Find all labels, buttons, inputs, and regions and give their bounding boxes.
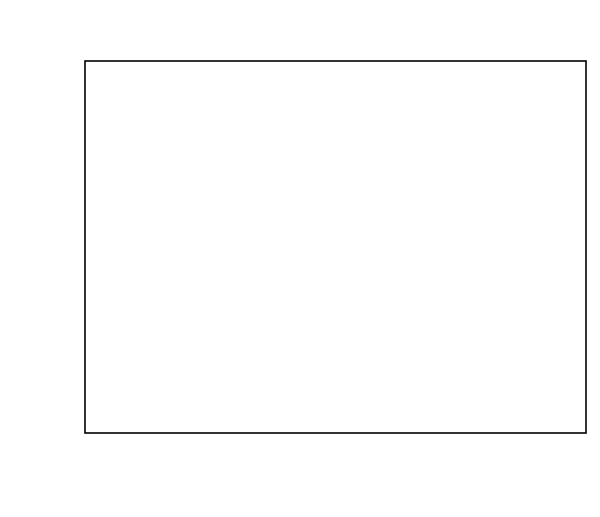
plot-frame bbox=[84, 60, 587, 434]
